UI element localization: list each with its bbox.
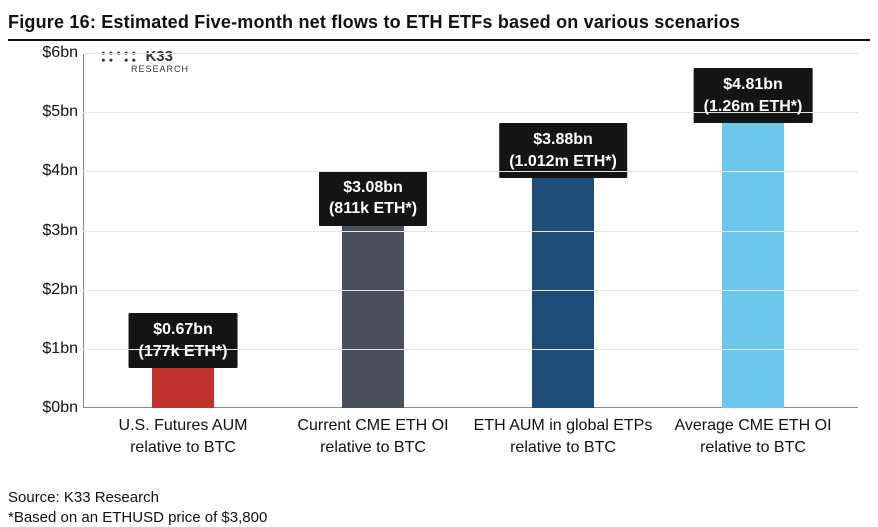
x-tick-label: Average CME ETH OIrelative to BTC: [658, 415, 848, 458]
x-tick-label-l2: relative to BTC: [278, 437, 468, 459]
grid-line: [83, 53, 858, 54]
source-line: Source: K33 Research: [8, 488, 267, 508]
x-tick-label: Current CME ETH OIrelative to BTC: [278, 415, 468, 458]
data-label-value: $0.67bn: [139, 319, 228, 341]
figure-footer: Source: K33 Research *Based on an ETHUSD…: [8, 488, 267, 527]
data-label-sub: (811k ETH*): [329, 198, 417, 220]
grid-line: [83, 231, 858, 232]
figure-title: Figure 16: Estimated Five-month net flow…: [8, 8, 870, 41]
x-tick-label-l1: U.S. Futures AUM: [88, 415, 278, 437]
y-tick-label: $4bn: [8, 162, 78, 180]
y-tick-label: $2bn: [8, 281, 78, 299]
data-label: $0.67bn(177k ETH*): [129, 313, 238, 368]
y-tick-label: $5bn: [8, 103, 78, 121]
y-tick-label: $1bn: [8, 340, 78, 358]
x-tick-label: U.S. Futures AUMrelative to BTC: [88, 415, 278, 458]
data-label-value: $3.88bn: [509, 129, 617, 151]
data-label-value: $3.08bn: [329, 177, 417, 199]
plot-area: $0.67bn(177k ETH*) $3.08bn(811k ETH*) $3.8…: [83, 53, 858, 408]
grid-line: [83, 349, 858, 350]
x-tick-label-l2: relative to BTC: [468, 437, 658, 459]
x-tick-label-l2: relative to BTC: [658, 437, 848, 459]
figure-container: Figure 16: Estimated Five-month net flow…: [0, 0, 878, 527]
bar: [532, 178, 594, 408]
grid-line: [83, 290, 858, 291]
data-label-sub: (1.012m ETH*): [509, 151, 617, 173]
grid-line: [83, 171, 858, 172]
x-tick-label: ETH AUM in global ETPsrelative to BTC: [468, 415, 658, 458]
data-label-sub: (1.26m ETH*): [704, 96, 803, 118]
data-label: $4.81bn(1.26m ETH*): [694, 68, 813, 123]
y-tick-label: $0bn: [8, 399, 78, 417]
y-tick-label: $3bn: [8, 222, 78, 240]
data-label-sub: (177k ETH*): [139, 341, 228, 363]
data-label: $3.08bn(811k ETH*): [319, 171, 427, 226]
bar: [152, 368, 214, 408]
bar: [342, 226, 404, 408]
x-tick-label-l2: relative to BTC: [88, 437, 278, 459]
x-tick-label-l1: Average CME ETH OI: [658, 415, 848, 437]
footnote: *Based on an ETHUSD price of $3,800: [8, 508, 267, 527]
grid-line: [83, 112, 858, 113]
data-label: $3.88bn(1.012m ETH*): [499, 123, 627, 178]
chart-area: $0.67bn(177k ETH*) $3.08bn(811k ETH*) $3.8…: [8, 45, 870, 455]
x-tick-label-l1: ETH AUM in global ETPs: [468, 415, 658, 437]
x-tick-label-l1: Current CME ETH OI: [278, 415, 468, 437]
data-label-value: $4.81bn: [704, 74, 803, 96]
y-tick-label: $6bn: [8, 44, 78, 62]
bar: [722, 123, 784, 408]
